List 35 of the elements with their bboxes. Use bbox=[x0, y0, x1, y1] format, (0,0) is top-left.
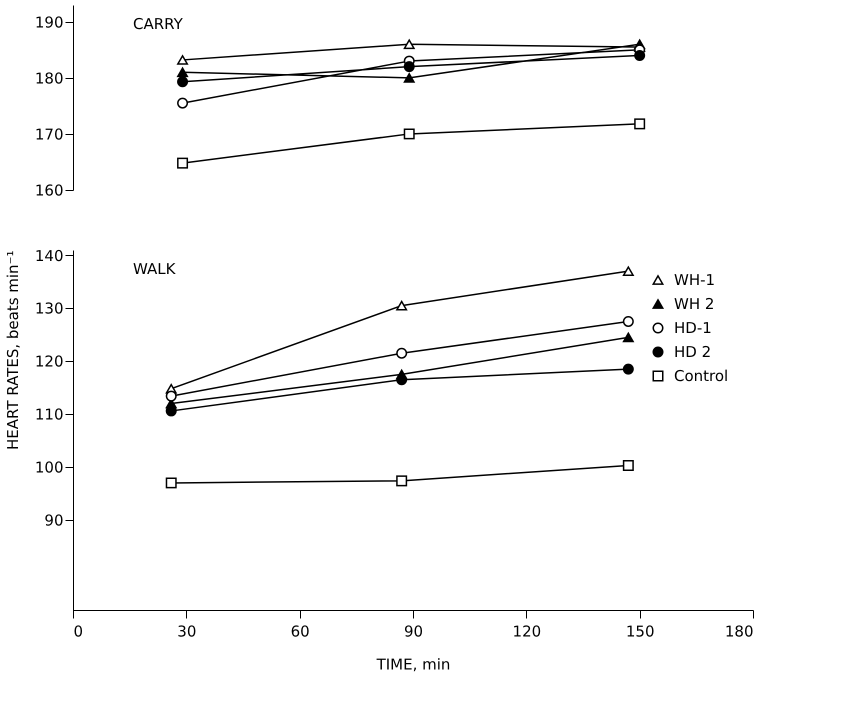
y-axis-title: HEART RATES, beats min⁻¹ bbox=[4, 250, 22, 450]
x-axis-title: TIME, min bbox=[376, 656, 450, 674]
y-tick-label: 120 bbox=[34, 352, 64, 371]
x-tick-label: 30 bbox=[177, 622, 196, 640]
y-tick-label: 160 bbox=[34, 182, 64, 200]
point bbox=[404, 128, 415, 140]
y-tick-label: 190 bbox=[34, 13, 64, 32]
point bbox=[634, 118, 646, 130]
y-tick-label: 130 bbox=[34, 300, 64, 318]
point bbox=[404, 73, 415, 83]
x-tick-label: 60 bbox=[290, 622, 310, 640]
y-tick-label: 170 bbox=[34, 125, 64, 144]
y-tick-label: 110 bbox=[34, 406, 64, 424]
x-tick-label: 90 bbox=[404, 622, 424, 640]
point bbox=[177, 67, 188, 78]
y-tick-label: 140 bbox=[34, 246, 64, 265]
annotation: WALK bbox=[133, 260, 177, 278]
legend-label: WH-1 bbox=[674, 271, 716, 289]
point bbox=[404, 61, 415, 72]
y-tick-label: 90 bbox=[44, 512, 64, 530]
x-tick-label: 0 bbox=[74, 622, 84, 640]
y-tick-label: 180 bbox=[34, 69, 64, 88]
point bbox=[177, 158, 188, 169]
y-tick-label: 100 bbox=[34, 458, 64, 477]
annotation: CARRY bbox=[133, 15, 184, 33]
x-tick-label: 120 bbox=[512, 622, 542, 640]
legend-label: WH 2 bbox=[674, 295, 714, 313]
legend-label: HD-1 bbox=[674, 319, 712, 337]
legend-label: HD 2 bbox=[674, 343, 712, 361]
point bbox=[177, 98, 188, 109]
point bbox=[177, 76, 188, 88]
point bbox=[634, 50, 646, 61]
x-tick-label: 180 bbox=[724, 622, 754, 640]
legend-label: Control bbox=[674, 367, 728, 385]
x-tick-label: 150 bbox=[626, 622, 654, 640]
